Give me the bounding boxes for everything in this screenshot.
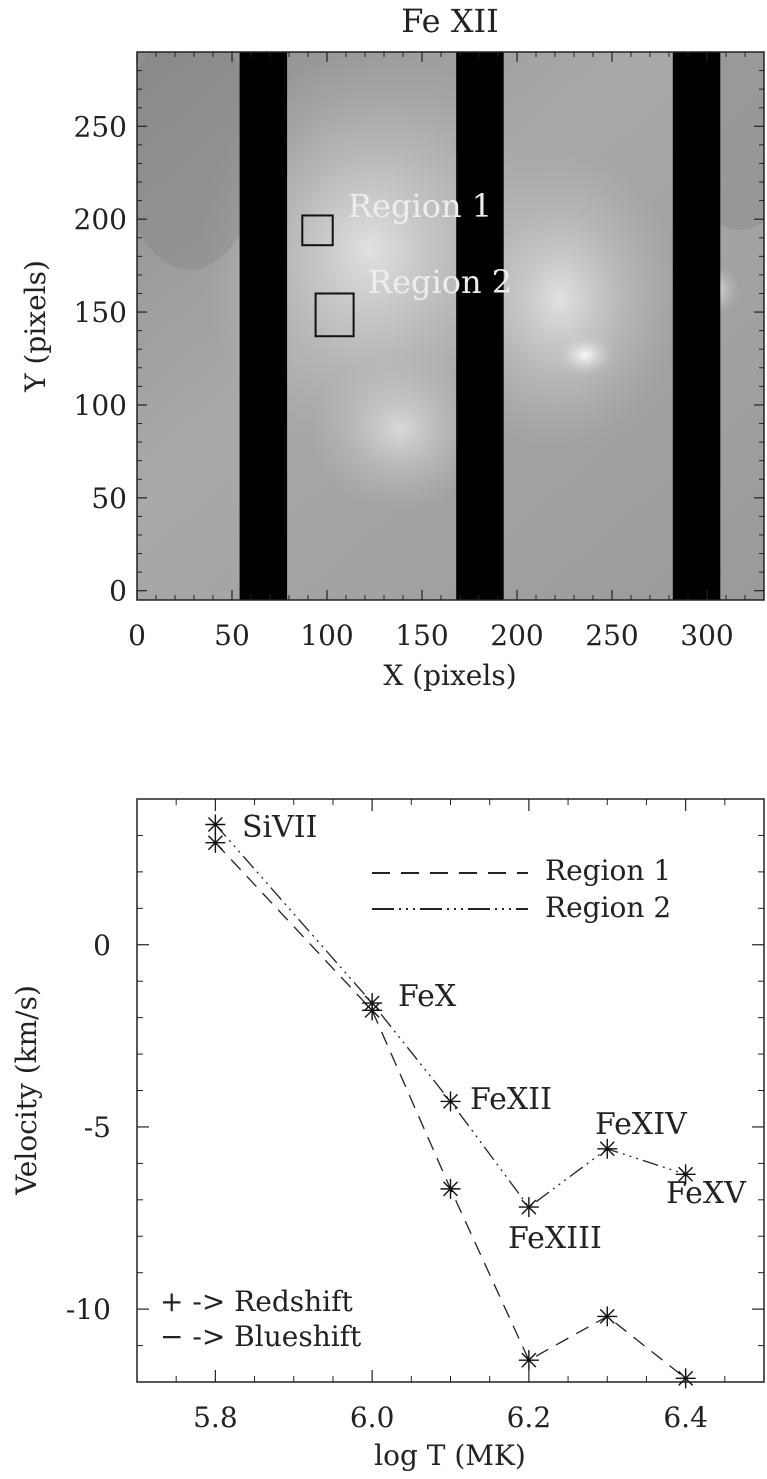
line-series-group <box>214 824 687 1379</box>
line-x-tick-label: 6.2 <box>507 1401 552 1434</box>
image-y-tick-label: 50 <box>91 482 127 515</box>
line-x-tick-label: 6.0 <box>350 1401 395 1434</box>
image-panel: Fe XII 0 50 100 150 200 250 300 0 50 100 150 200 250… <box>19 2 765 692</box>
image-frame <box>136 51 765 601</box>
region-label: Region 1 <box>348 187 492 225</box>
image-x-tick-label: 100 <box>300 619 353 652</box>
line-label-fexiii: FeXIII <box>508 1221 602 1256</box>
note-redshift: + -> Redshift <box>160 1285 353 1318</box>
region-box-group <box>301 214 355 338</box>
line-label-fexiv: FeXIV <box>595 1107 688 1142</box>
series-marker-region-1 <box>440 1178 461 1199</box>
line-label-fexii: FeXII <box>470 1082 552 1117</box>
data-gap-band <box>239 52 288 600</box>
image-area <box>137 52 764 600</box>
data-gap-band <box>456 52 504 600</box>
image-x-tick-label: 250 <box>585 619 638 652</box>
series-marker-region-1 <box>675 1368 696 1389</box>
image-texture <box>310 350 490 510</box>
series-marker-region-1 <box>597 1306 618 1327</box>
line-x-axis-label: log T (MK) <box>374 1439 526 1472</box>
series-line-region-1 <box>214 842 687 1379</box>
velocity-panel: 5.8 6.0 6.2 6.4 0 -5 -10 SiVII FeX FeXII FeXII… <box>10 798 765 1472</box>
line-label-sivii: SiVII <box>242 810 318 845</box>
series-line-region-2 <box>214 824 686 1209</box>
line-y-tick-label: -5 <box>84 1111 111 1144</box>
image-x-tick-label: 50 <box>214 619 250 652</box>
image-x-tick-label: 0 <box>128 619 146 652</box>
legend-label-region-2: Region 2 <box>545 891 671 924</box>
series-marker-region-2 <box>518 1197 539 1218</box>
series-marker-region-1 <box>518 1350 539 1371</box>
note-blueshift: − -> Blueshift <box>160 1320 362 1353</box>
image-y-tick-label: 0 <box>109 575 127 608</box>
image-tick-group: 0 50 100 150 200 250 300 0 50 100 150 200 250 <box>74 52 764 652</box>
image-title: Fe XII <box>401 2 499 40</box>
image-y-tick-label: 200 <box>74 203 127 236</box>
image-y-tick-label: 250 <box>74 110 127 143</box>
line-label-fexv: FeXV <box>666 1176 747 1211</box>
line-y-axis-label: Velocity (km/s) <box>10 985 43 1196</box>
series-marker-region-2 <box>597 1138 618 1159</box>
image-x-tick-label: 200 <box>490 619 543 652</box>
series-marker-region-2 <box>675 1164 696 1185</box>
line-x-tick-label: 5.8 <box>193 1401 238 1434</box>
image-y-tick-label: 100 <box>74 389 127 422</box>
legend: Region 1 Region 2 <box>372 854 671 924</box>
data-gap-band <box>672 52 721 600</box>
line-label-fex: FeX <box>398 979 457 1014</box>
region-box-2 <box>314 292 355 338</box>
line-tick-group: 5.8 6.0 6.2 6.4 0 -5 -10 <box>66 799 764 1434</box>
image-y-tick-label: 150 <box>74 296 127 329</box>
line-y-tick-label: -10 <box>66 1293 111 1326</box>
line-marker-group <box>205 814 696 1389</box>
legend-label-region-1: Region 1 <box>545 854 671 887</box>
line-x-tick-label: 6.4 <box>663 1401 708 1434</box>
image-x-tick-label: 150 <box>395 619 448 652</box>
image-x-axis-label: X (pixels) <box>383 659 516 692</box>
series-marker-region-2 <box>440 1091 461 1112</box>
line-y-tick-label: 0 <box>93 929 111 962</box>
image-texture <box>137 52 260 270</box>
image-texture <box>555 333 615 377</box>
region-box-1 <box>301 214 334 247</box>
series-marker-region-2 <box>205 814 226 835</box>
series-marker-region-1 <box>205 832 226 853</box>
region-label: Region 2 <box>368 263 512 301</box>
data-gap-group <box>239 52 721 600</box>
image-x-tick-label: 300 <box>680 619 733 652</box>
series-marker-region-2 <box>362 993 383 1014</box>
image-y-axis-label: Y (pixels) <box>19 260 52 393</box>
